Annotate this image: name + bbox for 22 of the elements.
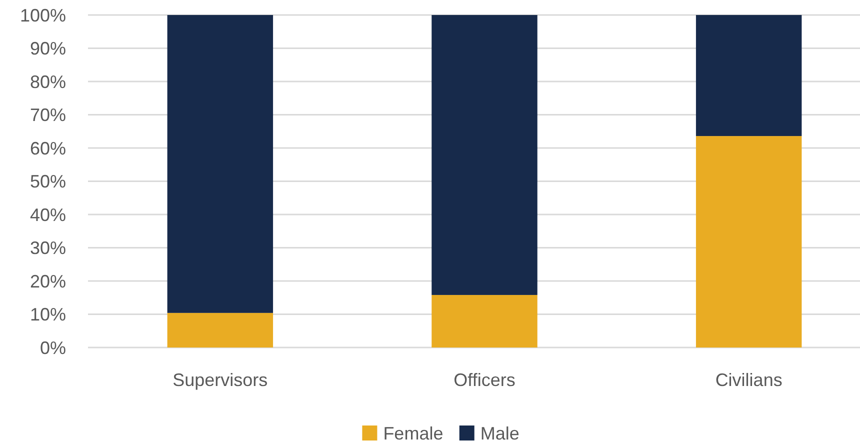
x-tick-label: Civilians <box>715 370 782 390</box>
bar <box>696 15 802 136</box>
y-tick-label: 10% <box>30 304 66 325</box>
y-tick-label: 40% <box>30 204 66 225</box>
bar <box>696 136 802 348</box>
y-tick-label: 30% <box>30 238 66 258</box>
y-tick-label: 20% <box>30 271 66 292</box>
bar <box>432 15 538 295</box>
legend-label: Female <box>383 423 444 444</box>
bar <box>167 312 274 348</box>
y-tick-label: 90% <box>30 38 66 59</box>
bar <box>432 294 538 348</box>
y-tick-label: 80% <box>30 72 66 92</box>
y-tick-label: 100% <box>20 5 66 26</box>
legend-label: Male <box>480 423 520 444</box>
y-tick-label: 60% <box>30 138 66 158</box>
x-tick-label: Supervisors <box>172 370 268 390</box>
y-tick-label: 0% <box>40 338 66 358</box>
x-tick-label: Officers <box>454 370 516 390</box>
bar <box>167 15 274 313</box>
y-tick-label: 70% <box>30 105 66 126</box>
y-tick-label: 50% <box>30 172 66 192</box>
